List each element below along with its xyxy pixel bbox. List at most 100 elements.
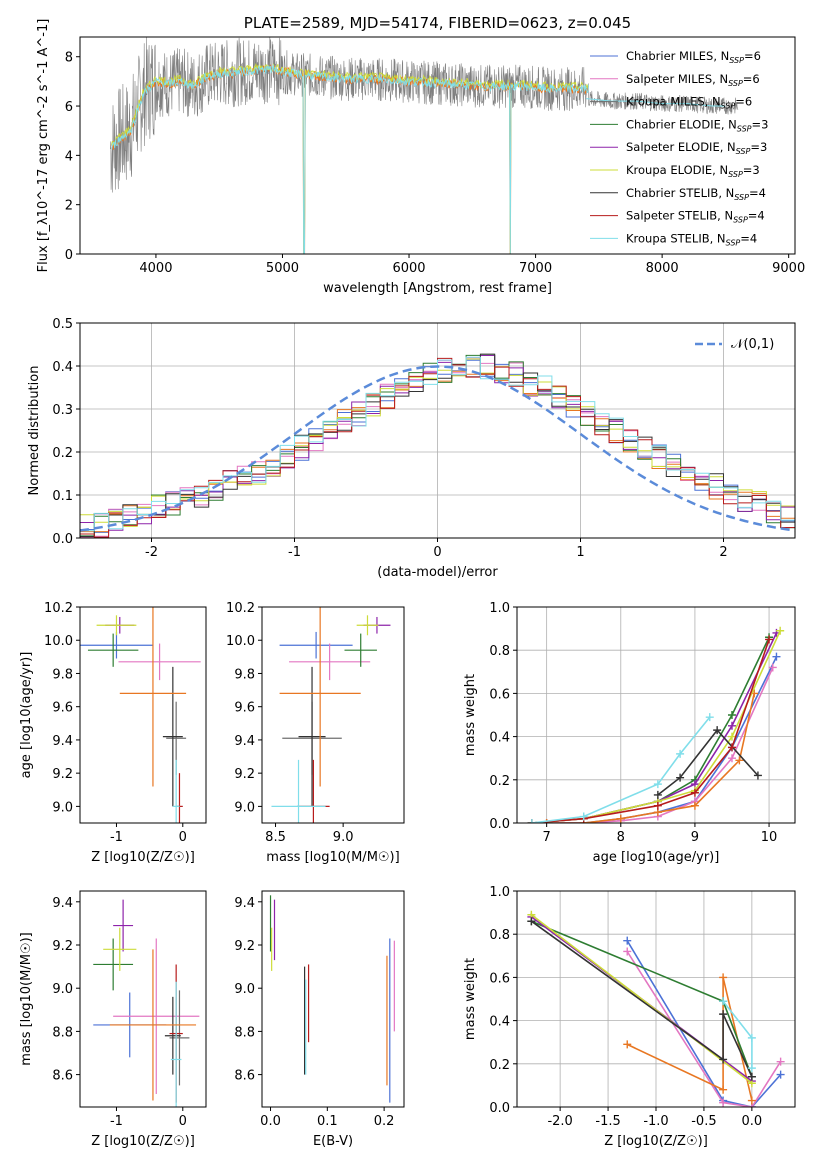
plot-area [527,626,785,823]
x-tick-label: 8 [617,830,625,845]
x-tick-label: 9 [691,830,699,845]
x-axis-label: (data-model)/error [377,565,498,580]
mass-weight-series [530,914,753,1084]
x-tick-label: -1 [288,545,301,560]
x-tick-label: 5000 [266,261,299,276]
x-tick-label: 2 [719,545,727,560]
x-axis-label: Z [log10(Z/Z☉)] [604,1134,708,1149]
x-tick-label: 10 [761,830,778,845]
data-point-marker [727,711,736,719]
data-point-marker [727,721,736,730]
legend-label: Salpeter ELODIE, NSSP=3 [626,140,767,156]
x-tick-label: 8000 [646,261,679,276]
data-point-marker [727,743,736,752]
mass-weight-series [531,667,774,823]
y-tick-label: 4 [65,149,73,164]
data-point-marker [616,814,625,823]
histogram-series [80,370,795,533]
mass-weight-series [657,728,759,796]
mass-weight-series [531,693,755,823]
y-tick-label: 0.0 [489,1101,510,1116]
y-tick-label: 0.5 [52,317,73,332]
mass-weight-Z-axes: -2.0 -1.5 -1.0 -0.5 0.0 0.0 0.2 0.4 0.6 0.8 1.0 Z [… [463,885,796,1149]
y-tick-label: 0.2 [52,446,73,461]
x-axis-label: E(B-V) [313,1134,353,1149]
data-point-marker [527,819,536,823]
x-tick-label: -1.0 [643,1114,668,1129]
y-tick-label: 0.4 [489,731,510,746]
axes-frame [261,890,405,1108]
data-point-marker [719,1055,728,1064]
x-tick-label: 9.0 [333,830,354,845]
y-tick-label: 9.2 [52,767,73,782]
data-point-marker [768,663,777,672]
data-point-marker [776,626,785,635]
y-tick-label: 9.0 [52,982,73,997]
y-axis-label: mass [log10(M/M☉)] [19,932,34,1065]
data-point-marker [713,726,722,735]
x-axis-label: Z [log10(Z/Z☉)] [91,1134,195,1149]
normal-curve [80,365,795,532]
data-point-marker [579,812,588,821]
mass-weight-age-axes: 7 8 9 10 0.0 0.2 0.4 0.6 0.8 1.0 age [log10(age/yr… [463,601,796,865]
x-axis-label: wavelength [Angstrom, rest frame] [323,281,552,296]
y-axis-label: age [log10(age/yr)] [19,652,34,779]
data-point-marker [719,1010,728,1019]
y-tick-label: 9.0 [234,800,255,815]
y-axis-label: Flux [f_λ10^-17 erg cm^-2 s^-1 A^-1] [36,19,51,273]
x-tick-label: 0 [179,1114,187,1129]
data-point-marker [542,819,551,823]
y-tick-label: 10.0 [226,634,255,649]
data-point-marker [690,788,699,797]
data-point-marker [727,732,736,741]
y-tick-label: 0.4 [52,360,73,375]
mass-vs-Z-axes: -1 0 8.6 8.8 9.0 9.2 9.4 Z [log10(Z/Z☉)] mass [l… [19,890,207,1149]
y-tick-label: 8 [65,51,73,66]
y-tick-label: 9.6 [234,701,255,716]
legend-label: Chabrier STELIB, NSSP=4 [626,186,766,202]
x-axis-label: Z [log10(Z/Z☉)] [91,850,195,865]
y-tick-label: 2 [65,199,73,214]
plot-area [271,607,391,823]
y-tick-label: 9.4 [52,896,73,911]
data-point-marker [653,801,662,810]
histogram-series [80,357,795,538]
data-point-marker [653,790,662,799]
y-tick-label: 0.2 [489,774,510,789]
y-tick-label: 0.8 [489,928,510,943]
x-tick-label: 0.0 [742,1114,763,1129]
data-point-marker [719,973,728,982]
x-tick-label: 8.5 [265,830,286,845]
data-point-marker [735,756,744,765]
axes-frame [516,606,796,824]
plot-area [80,353,795,538]
data-point-marker [776,1070,785,1079]
legend: Chabrier MILES, NSSP=6 Salpeter MILES, NS… [590,49,768,247]
y-tick-label: 9.4 [52,734,73,749]
y-tick-label: 0.3 [52,403,73,418]
plot-area [80,607,201,823]
x-tick-label: -1.5 [595,1114,620,1129]
data-point-marker [623,947,632,956]
plot-area [110,37,739,254]
mass-weight-series [626,977,753,1101]
y-tick-label: 6 [65,100,73,115]
y-tick-label: 9.8 [52,667,73,682]
axes-frame [79,890,207,1108]
y-tick-label: 0 [65,248,73,263]
x-tick-label: 0.0 [260,1114,281,1129]
x-tick-label: -2 [145,545,158,560]
x-axis-label: mass [log10(M/M☉)] [266,850,399,865]
spectrum-axes: 4000 5000 6000 7000 8000 9000 0 2 4 6 8 wavelength … [36,19,805,296]
y-tick-label: 0.8 [489,644,510,659]
x-tick-label: 4000 [139,261,172,276]
data-point-marker [747,1033,756,1042]
histogram-series [80,355,795,531]
y-tick-label: 9.0 [234,982,255,997]
data-point-marker [753,771,762,780]
axes-frame [261,606,405,824]
data-point-marker [623,936,632,945]
data-point-marker [623,1040,632,1049]
y-tick-label: 9.2 [234,767,255,782]
